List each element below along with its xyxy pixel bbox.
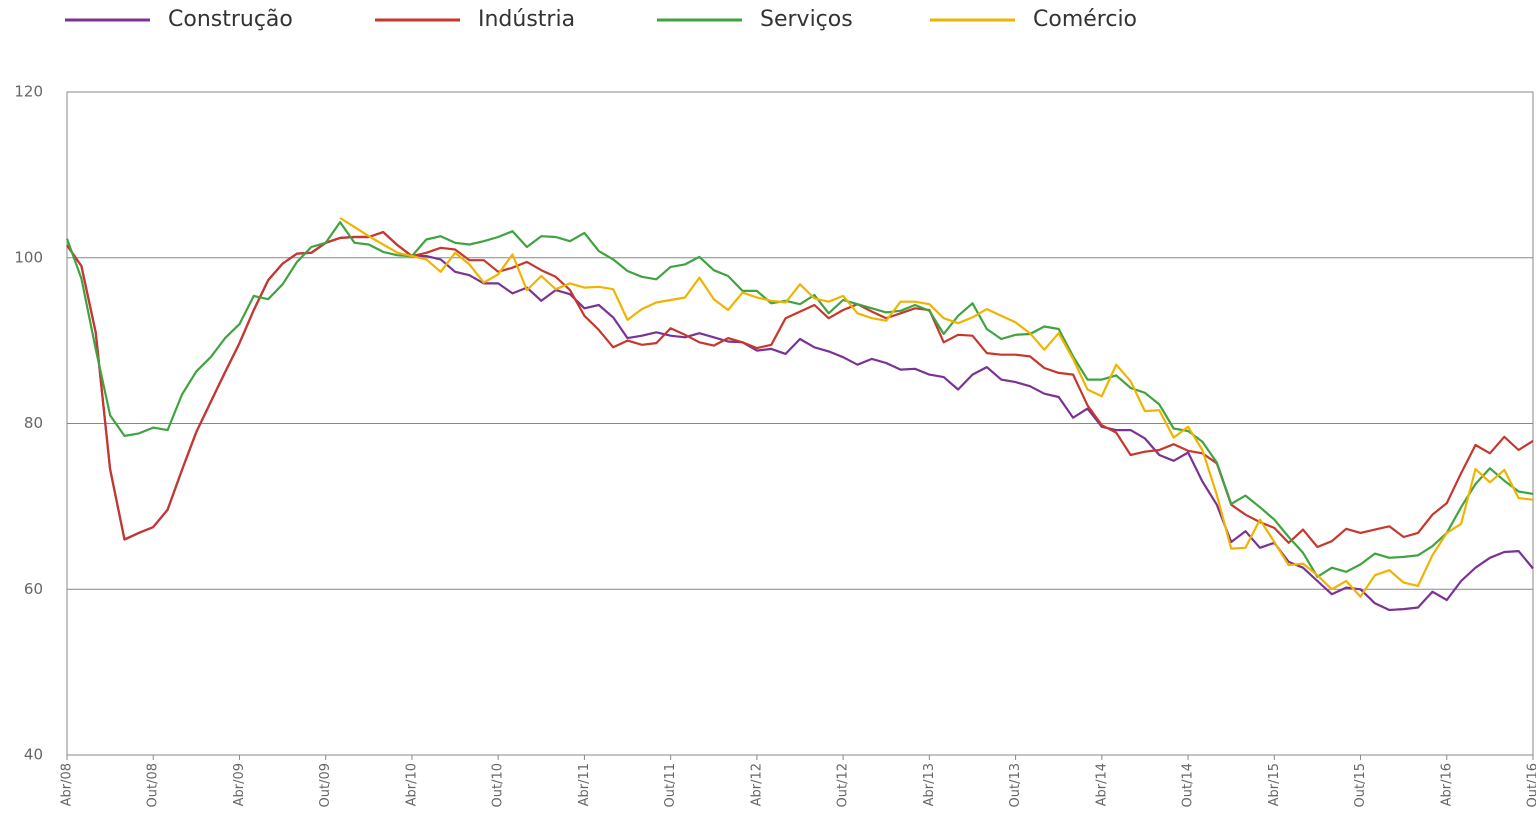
y-tick-label: 40 bbox=[24, 746, 43, 764]
x-tick-label: Out/14 bbox=[1181, 763, 1196, 808]
x-tick-label: Out/16 bbox=[1526, 763, 1536, 808]
x-tick-label: Abr/16 bbox=[1439, 763, 1454, 806]
y-tick-label: 100 bbox=[14, 248, 43, 266]
series-line bbox=[66, 231, 1534, 549]
legend-label: Construção bbox=[168, 7, 293, 32]
x-tick-label: Abr/14 bbox=[1094, 763, 1109, 806]
legend-label: Serviços bbox=[760, 7, 853, 32]
x-tick-label: Out/12 bbox=[836, 763, 851, 808]
x-tick-label: Out/11 bbox=[663, 763, 678, 808]
x-tick-label: Abr/12 bbox=[749, 763, 764, 806]
series-line bbox=[65, 221, 1534, 578]
x-tick-label: Out/09 bbox=[318, 763, 333, 808]
x-tick-label: Out/10 bbox=[491, 763, 506, 808]
x-tick-label: Abr/08 bbox=[60, 763, 75, 806]
x-tick-label: Abr/10 bbox=[404, 763, 419, 806]
y-tick-label: 80 bbox=[24, 414, 43, 432]
x-tick-label: Out/15 bbox=[1353, 763, 1368, 808]
x-tick-label: Abr/09 bbox=[232, 763, 247, 806]
y-tick-label: 120 bbox=[14, 83, 43, 101]
x-tick-label: Out/13 bbox=[1008, 763, 1023, 808]
series-line bbox=[339, 217, 1534, 598]
x-tick-label: Abr/15 bbox=[1267, 763, 1282, 806]
series-line bbox=[66, 231, 1534, 612]
x-tick-label: Abr/13 bbox=[922, 763, 937, 806]
y-tick-label: 60 bbox=[24, 580, 43, 598]
legend-label: Comércio bbox=[1033, 7, 1137, 32]
x-tick-label: Out/08 bbox=[146, 763, 161, 808]
x-tick-label: Abr/11 bbox=[577, 763, 592, 806]
legend-label: Indústria bbox=[478, 7, 575, 32]
